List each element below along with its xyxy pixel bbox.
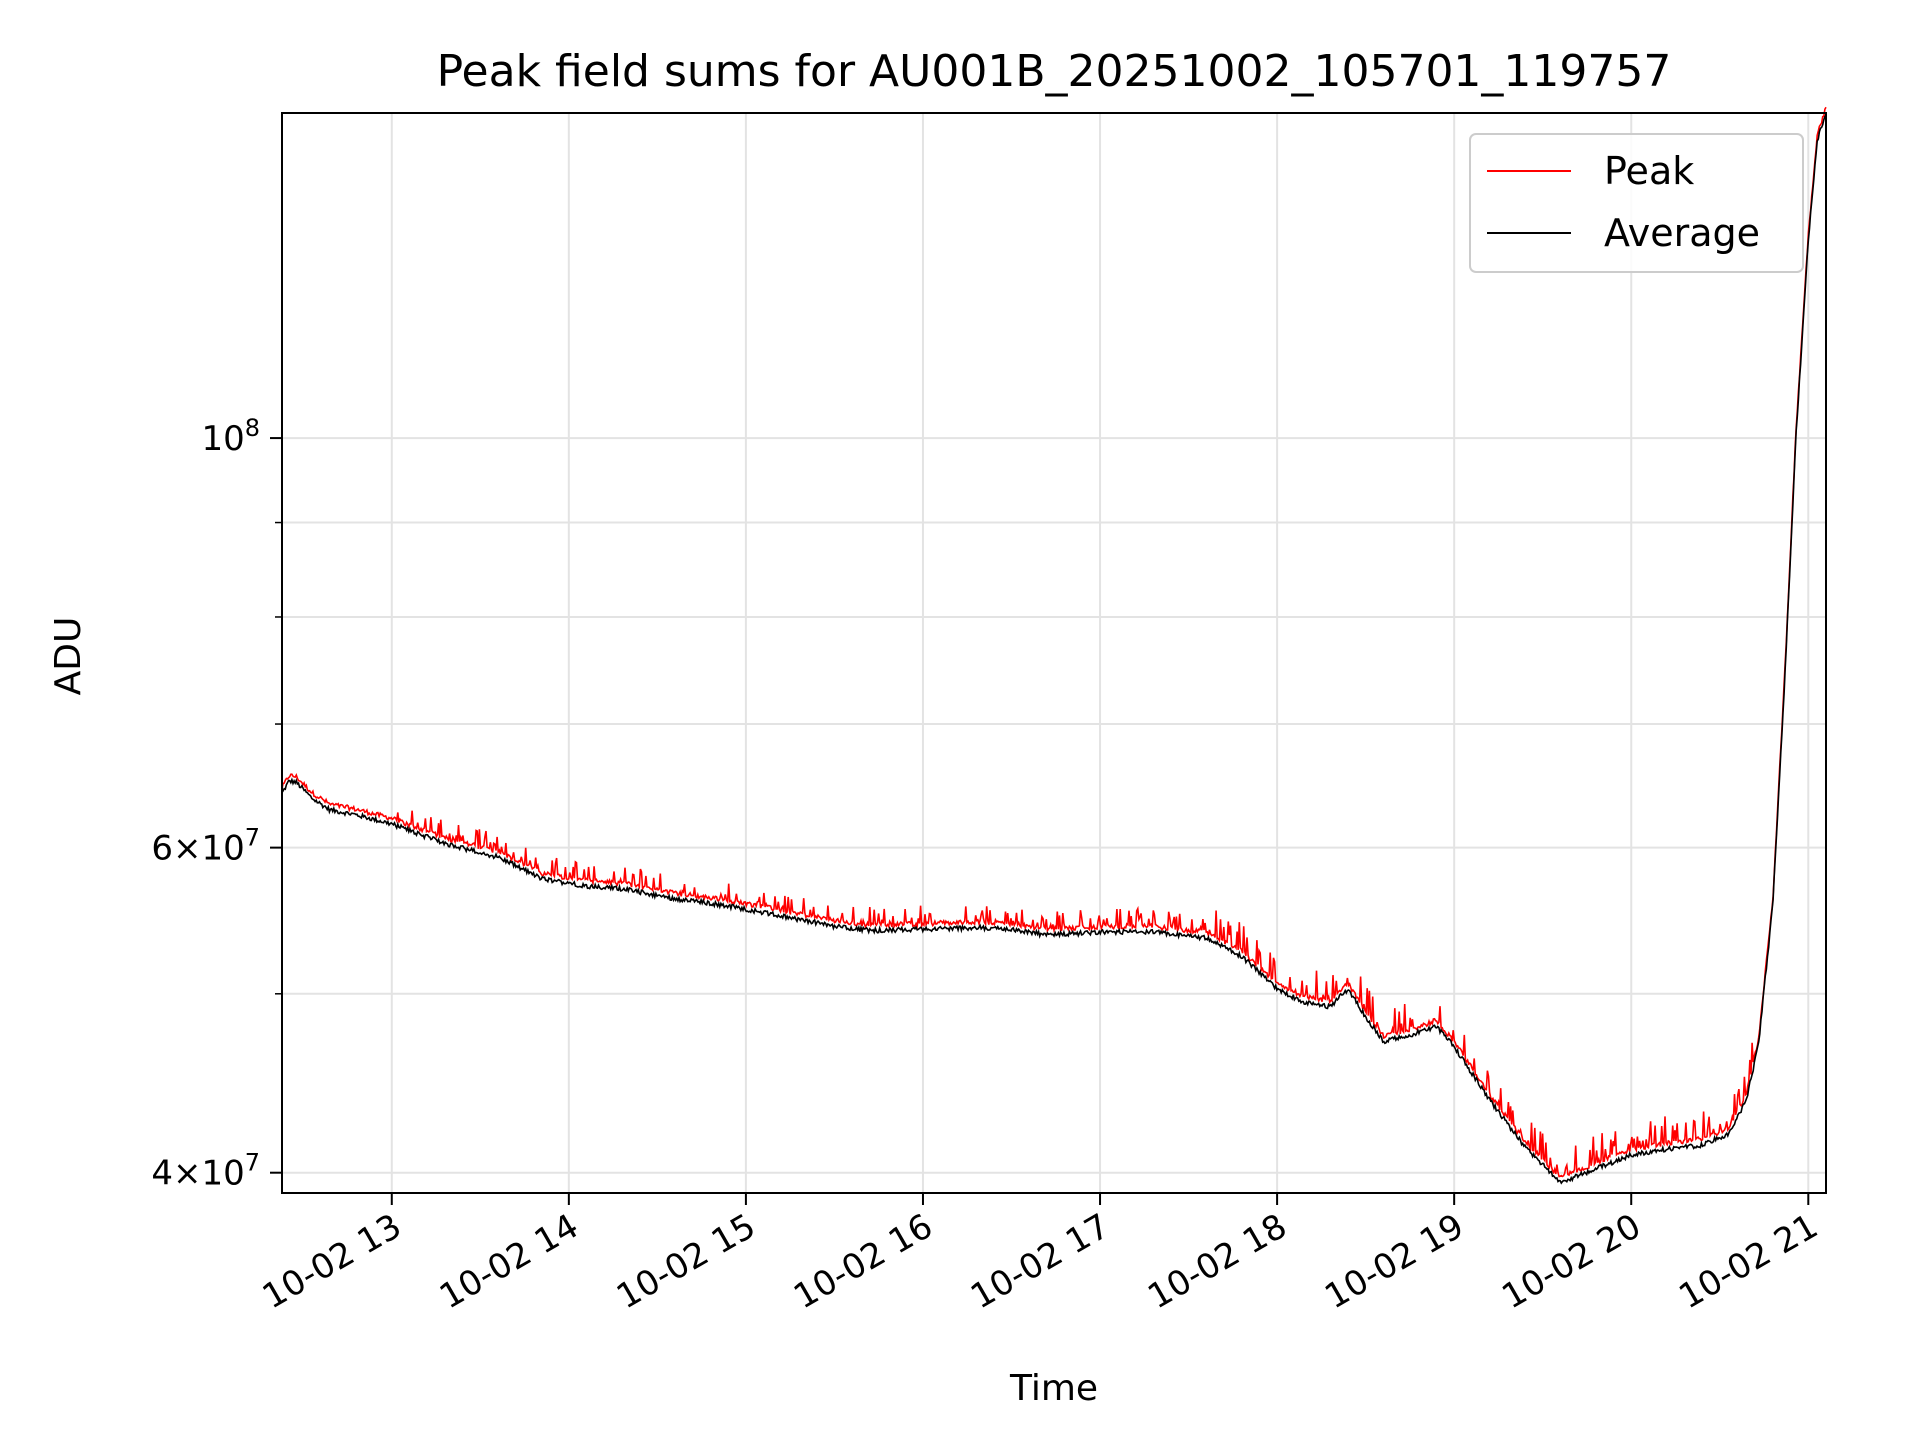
legend-label: Average xyxy=(1604,211,1760,255)
y-tick-label: 6×107 xyxy=(151,824,260,869)
x-tick-label: 10-02 19 xyxy=(1318,1206,1470,1317)
peak-series xyxy=(281,106,1827,1178)
x-tick-label: 10-02 20 xyxy=(1495,1206,1647,1317)
legend-label: Peak xyxy=(1604,149,1694,193)
plot-area-frame xyxy=(281,112,1827,1194)
y-axis-label: ADU xyxy=(48,617,89,696)
y-axis: 4×107 6×107 108 xyxy=(151,414,282,1194)
y-tick-label: 108 xyxy=(201,414,260,459)
average-series xyxy=(281,114,1827,1185)
chart-title: Peak field sums for AU001B_20251002_1057… xyxy=(437,46,1672,97)
x-tick-label: 10-02 13 xyxy=(256,1206,408,1317)
x-tick-label: 10-02 14 xyxy=(433,1206,585,1317)
grid-lines xyxy=(282,113,1826,1193)
x-tick-label: 10-02 21 xyxy=(1672,1206,1824,1317)
average-line xyxy=(281,114,1827,1185)
x-tick-label: 10-02 17 xyxy=(964,1206,1116,1317)
legend: Peak Average xyxy=(1469,133,1804,273)
x-tick-label: 10-02 18 xyxy=(1141,1206,1293,1317)
x-axis: 10-02 13 10-02 14 10-02 15 10-02 16 10-02 17… xyxy=(256,1193,1825,1317)
x-tick-label: 10-02 16 xyxy=(787,1206,939,1317)
x-tick-label: 10-02 15 xyxy=(610,1206,762,1317)
peak-line xyxy=(281,106,1827,1178)
x-axis-label: Time xyxy=(1009,1368,1098,1409)
legend-box xyxy=(1469,133,1804,273)
y-tick-label: 4×107 xyxy=(151,1149,260,1194)
